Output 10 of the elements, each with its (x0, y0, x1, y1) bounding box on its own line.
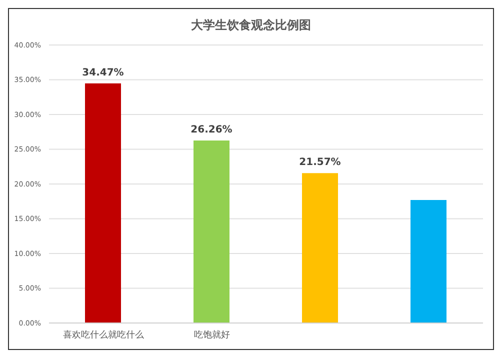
chart-title: 大学生饮食观念比例图 (190, 17, 312, 34)
bar (410, 200, 446, 323)
x-tick-label: 喜欢吃什么就吃什么 (62, 329, 144, 340)
x-tick-label: 吃饱就好 (194, 329, 230, 340)
data-label: 21.57% (299, 157, 341, 168)
bar (302, 173, 338, 323)
bar (194, 140, 230, 323)
bar (85, 83, 121, 323)
data-label: 26.26% (190, 124, 232, 136)
data-label: 34.47% (82, 67, 124, 78)
